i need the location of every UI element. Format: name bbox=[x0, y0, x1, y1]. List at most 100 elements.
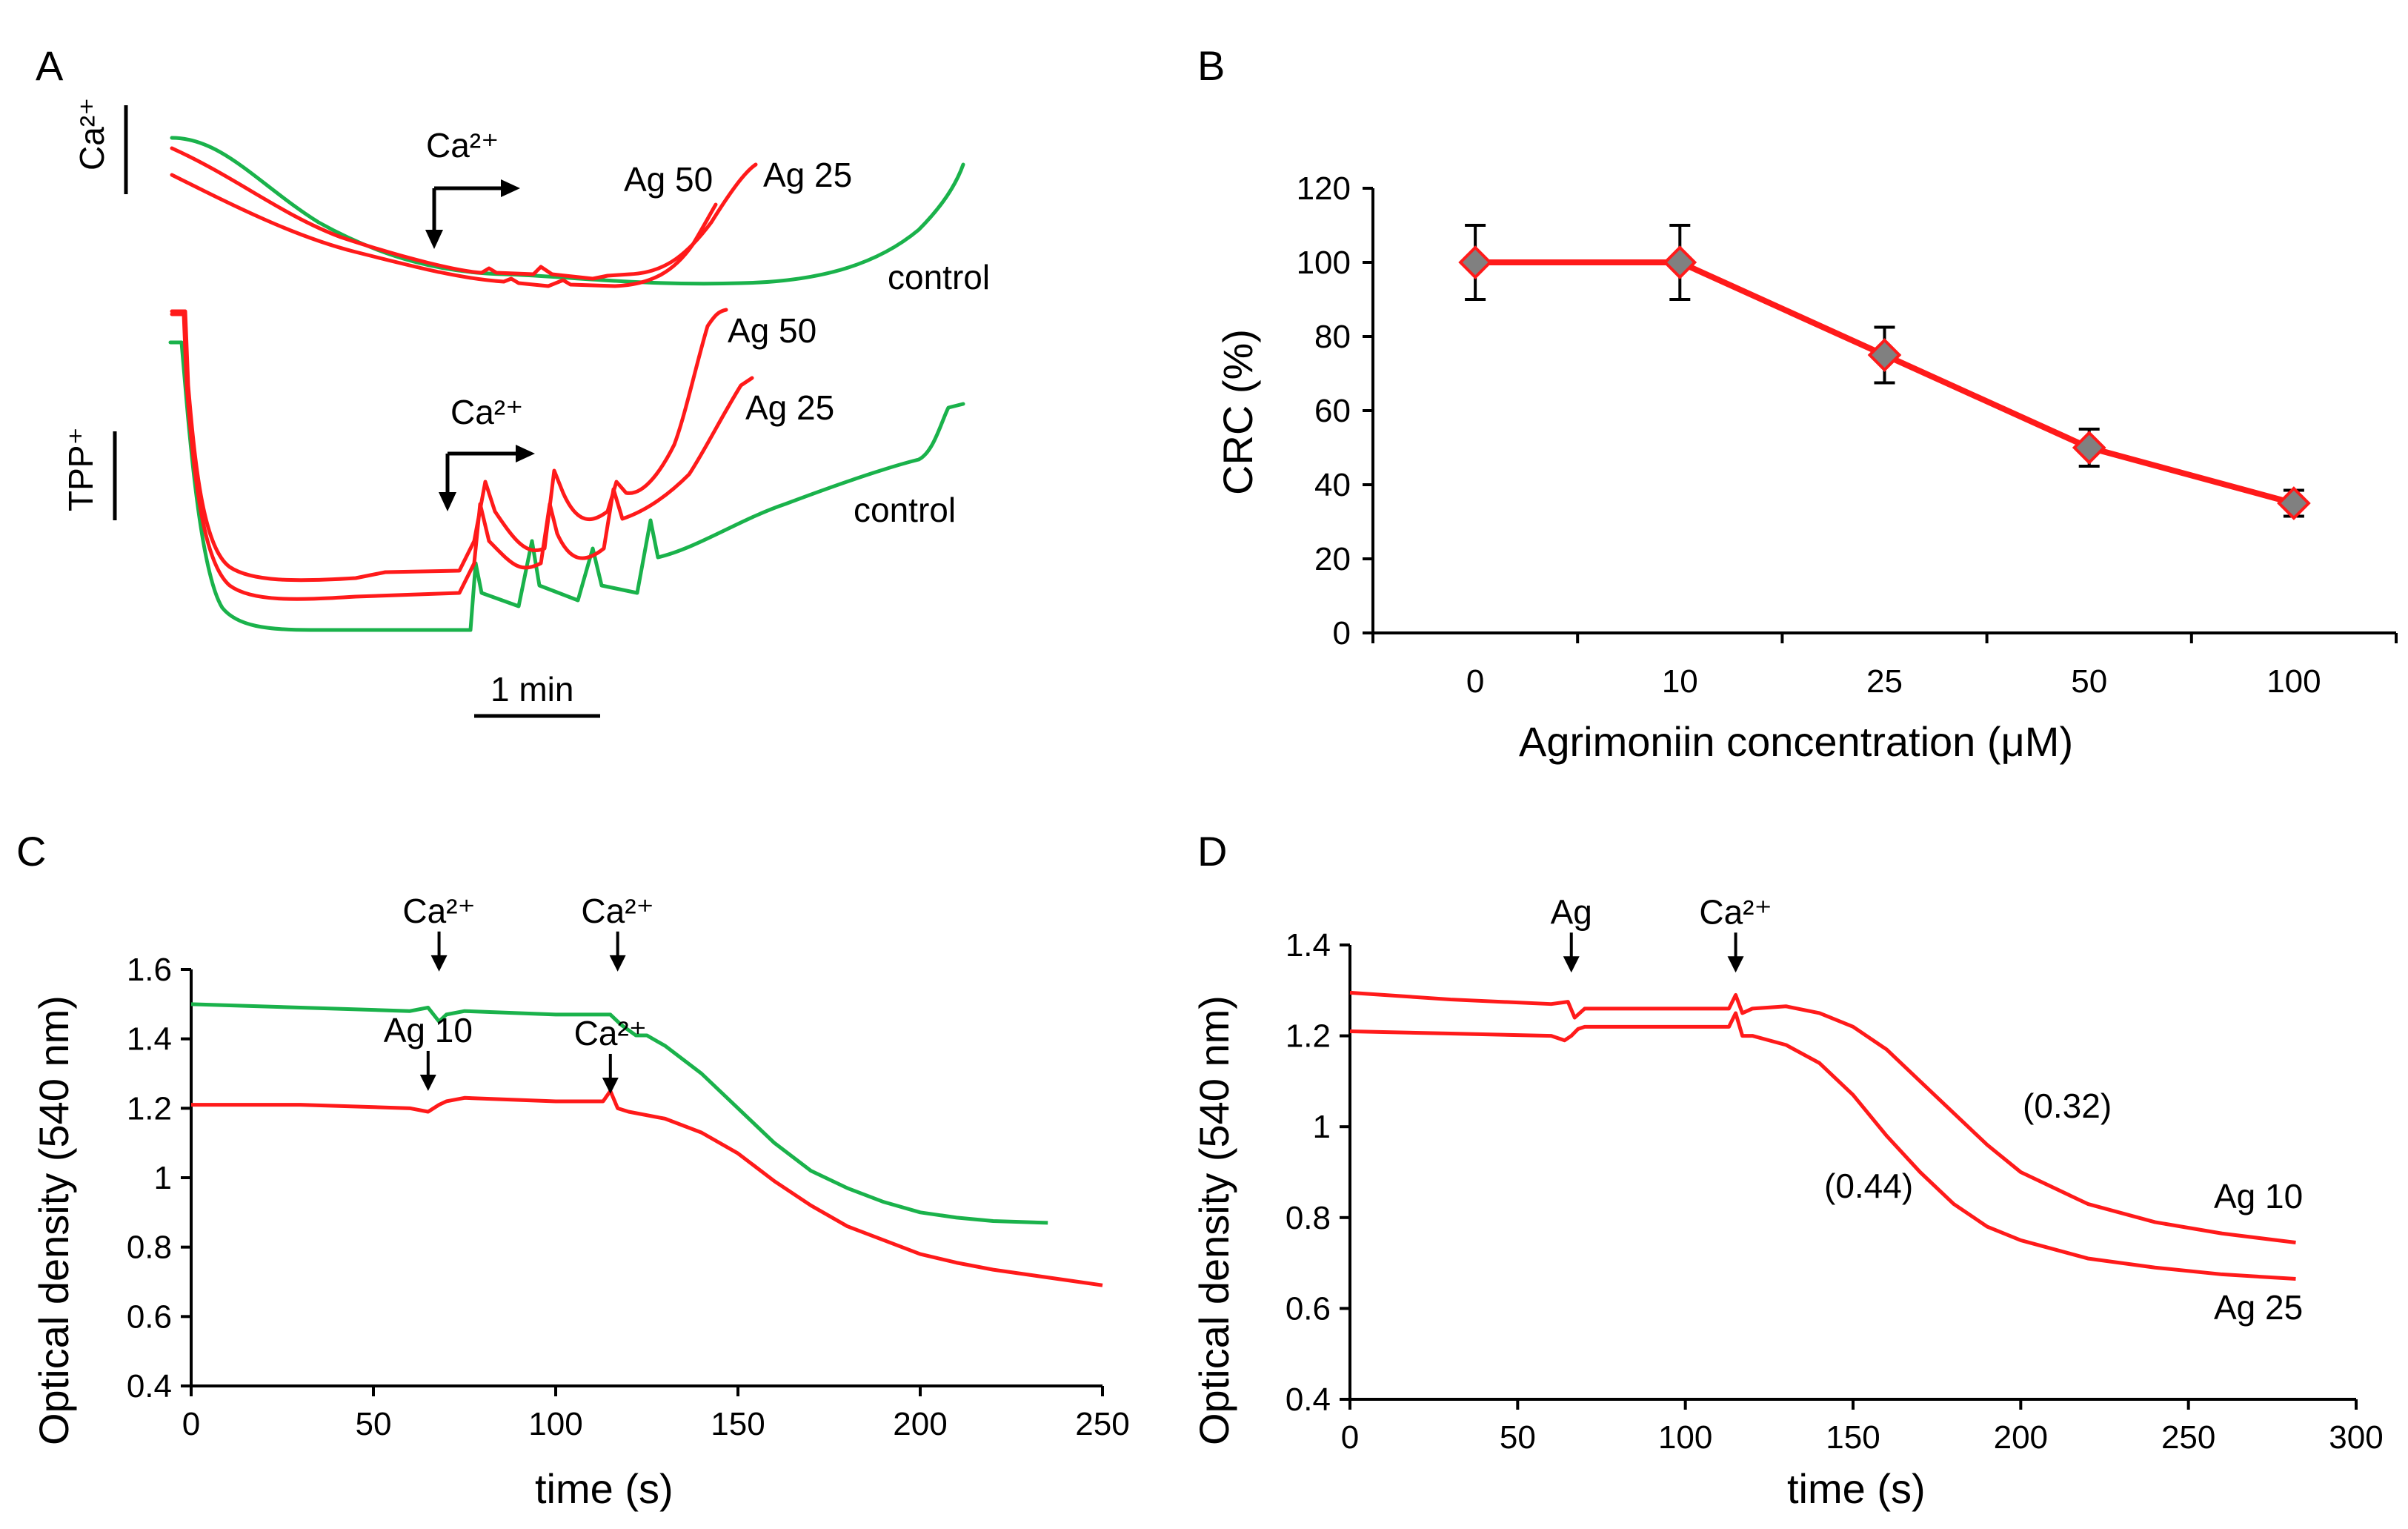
c-data: Ca²⁺ Ca²⁺ Ag 10 Ca²⁺ bbox=[190, 892, 1103, 1287]
b-data bbox=[1458, 224, 2311, 520]
d-x-title: time (s) bbox=[1787, 1465, 1926, 1512]
ca-addition-label-a2: Ca²⁺ bbox=[450, 393, 523, 431]
panel-label-c: C bbox=[16, 828, 46, 875]
panel-a: Ca²⁺ Ca²⁺ Ag 50 Ag 25 control TPP⁺ Ca²⁺ … bbox=[61, 98, 990, 718]
b-data-point bbox=[1458, 245, 1492, 279]
d-y-tick-label: 1.2 bbox=[1286, 1018, 1331, 1055]
c-y-tick-label: 1.6 bbox=[127, 952, 172, 988]
b-y-tick-label: 20 bbox=[1314, 541, 1351, 577]
c-annotation-arrowhead bbox=[602, 1077, 619, 1094]
label-a-ca-control: control bbox=[888, 258, 990, 296]
c-annotation-arrowhead bbox=[430, 955, 448, 972]
b-y-tick-label: 40 bbox=[1314, 467, 1351, 503]
d-y-tick-label: 0.8 bbox=[1286, 1200, 1331, 1236]
panel-c: Optical density (540 nm) time (s) 0.4 0.6… bbox=[30, 892, 1130, 1512]
b-ticks: 0 20 40 60 80 100 120 0 10 25 50 100 bbox=[1297, 170, 2398, 700]
b-y-tick-label: 60 bbox=[1314, 393, 1351, 429]
label-a-tpp-ag25: Ag 25 bbox=[745, 388, 834, 427]
c-x-title: time (s) bbox=[535, 1465, 673, 1512]
d-series-ag-10 bbox=[1349, 990, 2296, 1244]
c-y-tick-label: 1 bbox=[154, 1160, 172, 1196]
d-x-tick-label: 250 bbox=[2161, 1419, 2215, 1456]
d-data: Ag Ca²⁺ bbox=[1349, 892, 2296, 1281]
c-y-title: Optical density (540 nm) bbox=[30, 995, 77, 1445]
d-x-tick-label: 0 bbox=[1341, 1419, 1359, 1456]
b-x-title: Agrimoniin concentration (μM) bbox=[1519, 718, 2073, 765]
d-x-tick-label: 300 bbox=[2329, 1419, 2383, 1456]
d-y-title: Optical density (540 nm) bbox=[1191, 995, 1237, 1445]
ca-arrow-head-a2 bbox=[439, 492, 456, 511]
trace-a-ca-ag50 bbox=[170, 173, 718, 288]
b-x-tick-label: 100 bbox=[2266, 663, 2321, 700]
b-y-tick-label: 80 bbox=[1314, 319, 1351, 355]
d-y-tick-label: 0.6 bbox=[1286, 1290, 1331, 1327]
c-y-tick-label: 0.6 bbox=[127, 1299, 172, 1335]
ca-addition-label-a1: Ca²⁺ bbox=[426, 126, 499, 165]
ca-arrow-right-head-a2 bbox=[516, 445, 535, 462]
c-y-tick-label: 1.4 bbox=[127, 1021, 172, 1058]
label-a-ca-ag50: Ag 50 bbox=[624, 160, 713, 199]
c-x-tick-label: 150 bbox=[711, 1406, 765, 1442]
d-x-tick-label: 150 bbox=[1826, 1419, 1880, 1456]
panel-label-d: D bbox=[1197, 828, 1227, 875]
trace-a-tpp-control bbox=[168, 340, 965, 632]
c-annotation-label: Ca²⁺ bbox=[402, 892, 475, 930]
ca-arrow-right-head-a1 bbox=[501, 179, 520, 197]
c-y-tick-label: 0.4 bbox=[127, 1368, 172, 1404]
trace-a-tpp-ag25 bbox=[170, 312, 754, 601]
c-annotation-label: Ag 10 bbox=[384, 1011, 473, 1049]
d-annotation-arrowhead bbox=[1563, 956, 1580, 973]
b-data-point bbox=[1663, 245, 1697, 279]
trace-a-ca-ag25 bbox=[170, 146, 758, 281]
label-a-ca-ag25: Ag 25 bbox=[763, 156, 852, 194]
d-series-label-ag10: Ag 10 bbox=[2214, 1177, 2303, 1215]
time-scale-label: 1 min bbox=[490, 670, 573, 709]
b-y-tick-label: 0 bbox=[1333, 615, 1351, 651]
d-x-tick-label: 200 bbox=[1994, 1419, 2048, 1456]
b-x-tick-label: 25 bbox=[1866, 663, 1903, 700]
c-annotation-arrowhead bbox=[419, 1074, 436, 1091]
d-annotation-label: Ag bbox=[1551, 892, 1592, 931]
tpp-channel-label: TPP⁺ bbox=[61, 427, 100, 511]
d-y-tick-label: 0.4 bbox=[1286, 1382, 1331, 1418]
ca-channel-label: Ca²⁺ bbox=[73, 98, 111, 170]
d-ticks: 0.4 0.6 0.8 1 1.2 1.4 0 50 100 150 200 250 300 bbox=[1286, 927, 2384, 1456]
d-x-tick-label: 100 bbox=[1658, 1419, 1712, 1456]
c-y-tick-label: 0.8 bbox=[127, 1230, 172, 1266]
label-a-tpp-ag50: Ag 50 bbox=[728, 311, 816, 350]
d-rate-ag10: (0.32) bbox=[2023, 1087, 2112, 1125]
d-annotation-label: Ca²⁺ bbox=[1699, 892, 1772, 931]
b-y-tick-label: 100 bbox=[1297, 245, 1351, 281]
d-y-tick-label: 1.4 bbox=[1286, 927, 1331, 963]
b-data-point bbox=[2072, 431, 2106, 465]
c-x-tick-label: 250 bbox=[1075, 1406, 1129, 1442]
b-x-tick-label: 50 bbox=[2071, 663, 2107, 700]
panel-label-a: A bbox=[36, 42, 64, 89]
b-y-title: CRC (%) bbox=[1214, 329, 1261, 495]
c-annotation-arrowhead bbox=[609, 955, 626, 972]
d-annotation-arrowhead bbox=[1727, 956, 1744, 973]
d-x-tick-label: 50 bbox=[1500, 1419, 1536, 1456]
d-series-label-ag25: Ag 25 bbox=[2214, 1288, 2303, 1327]
c-series-control bbox=[190, 1002, 1048, 1225]
trace-a-tpp-ag50 bbox=[170, 308, 728, 583]
panel-d: Optical density (540 nm) time (s) 0.4 0.6… bbox=[1191, 892, 2384, 1512]
label-a-tpp-control: control bbox=[854, 491, 956, 529]
b-x-tick-label: 10 bbox=[1662, 663, 1698, 700]
b-data-point bbox=[2277, 486, 2311, 520]
c-x-tick-label: 0 bbox=[182, 1406, 200, 1442]
b-y-tick-label: 120 bbox=[1297, 170, 1351, 207]
c-annotation-label: Ca²⁺ bbox=[574, 1014, 647, 1052]
c-x-tick-label: 50 bbox=[356, 1406, 392, 1442]
d-series-ag-25 bbox=[1349, 1011, 2296, 1281]
b-data-point bbox=[1867, 338, 1902, 372]
d-y-tick-label: 1 bbox=[1313, 1109, 1331, 1145]
c-y-tick-label: 1.2 bbox=[127, 1090, 172, 1127]
c-series-ag-10 bbox=[191, 1089, 1103, 1287]
b-x-tick-label: 0 bbox=[1466, 663, 1484, 700]
c-annotation-label: Ca²⁺ bbox=[581, 892, 653, 930]
c-ticks: 0.4 0.6 0.8 1 1.2 1.4 1.6 0 50 100 150 200 250 bbox=[127, 952, 1130, 1442]
d-rate-ag25: (0.44) bbox=[1824, 1167, 1913, 1205]
c-x-tick-label: 200 bbox=[893, 1406, 947, 1442]
